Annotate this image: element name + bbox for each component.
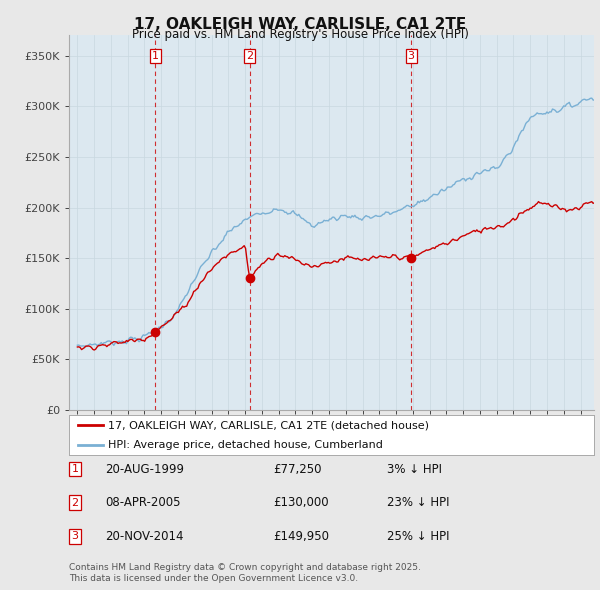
Text: HPI: Average price, detached house, Cumberland: HPI: Average price, detached house, Cumb… bbox=[109, 441, 383, 450]
Text: 2: 2 bbox=[246, 51, 253, 61]
Text: 3: 3 bbox=[407, 51, 415, 61]
Text: 23% ↓ HPI: 23% ↓ HPI bbox=[387, 496, 449, 509]
Text: 3% ↓ HPI: 3% ↓ HPI bbox=[387, 463, 442, 476]
Text: 2: 2 bbox=[71, 498, 79, 507]
Text: Price paid vs. HM Land Registry's House Price Index (HPI): Price paid vs. HM Land Registry's House … bbox=[131, 28, 469, 41]
Text: 1: 1 bbox=[152, 51, 159, 61]
Text: £130,000: £130,000 bbox=[273, 496, 329, 509]
Text: Contains HM Land Registry data © Crown copyright and database right 2025.: Contains HM Land Registry data © Crown c… bbox=[69, 563, 421, 572]
Text: 08-APR-2005: 08-APR-2005 bbox=[105, 496, 181, 509]
Text: £149,950: £149,950 bbox=[273, 530, 329, 543]
Text: 25% ↓ HPI: 25% ↓ HPI bbox=[387, 530, 449, 543]
Text: 3: 3 bbox=[71, 532, 79, 541]
Text: 20-AUG-1999: 20-AUG-1999 bbox=[105, 463, 184, 476]
Text: 17, OAKLEIGH WAY, CARLISLE, CA1 2TE: 17, OAKLEIGH WAY, CARLISLE, CA1 2TE bbox=[134, 17, 466, 31]
Text: 17, OAKLEIGH WAY, CARLISLE, CA1 2TE (detached house): 17, OAKLEIGH WAY, CARLISLE, CA1 2TE (det… bbox=[109, 421, 430, 430]
Text: £77,250: £77,250 bbox=[273, 463, 322, 476]
Text: 20-NOV-2014: 20-NOV-2014 bbox=[105, 530, 184, 543]
Text: This data is licensed under the Open Government Licence v3.0.: This data is licensed under the Open Gov… bbox=[69, 574, 358, 583]
Text: 1: 1 bbox=[71, 464, 79, 474]
